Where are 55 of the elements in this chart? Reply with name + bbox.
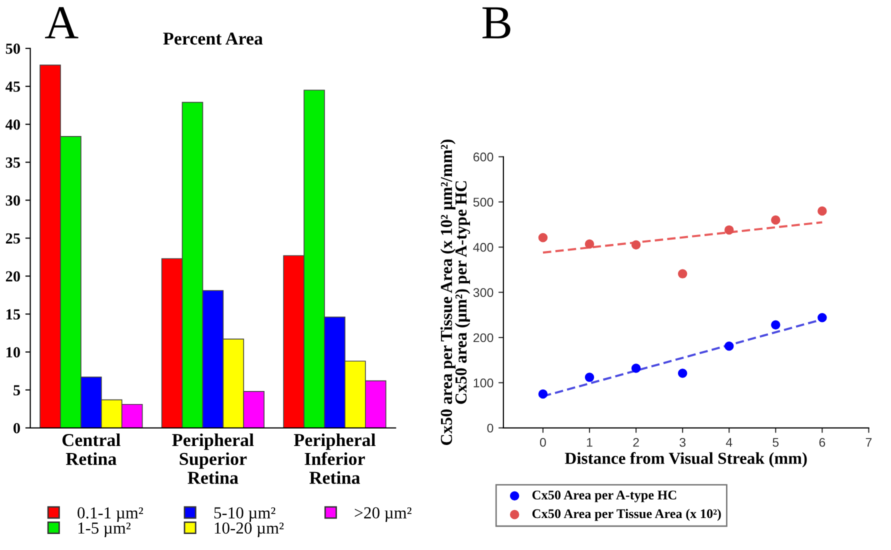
point bbox=[724, 225, 734, 235]
y-tick-label: 45 bbox=[6, 82, 20, 92]
point bbox=[678, 368, 688, 378]
x-tick-label: 7 bbox=[866, 438, 872, 447]
point bbox=[631, 240, 641, 250]
point bbox=[771, 215, 780, 225]
x-tick-label: 1 bbox=[586, 438, 592, 447]
y-axis-title: Cx50 area per Tissue Area (x 10² µm²/mm²) Cx50 area (µm²) per A-type HC bbox=[440, 140, 470, 445]
x-tick-label: Peripheral Inferior Retina bbox=[294, 433, 376, 484]
point bbox=[631, 364, 641, 373]
text: A bbox=[45, 7, 78, 38]
legend-label: 10-20 µm² bbox=[214, 522, 284, 538]
point bbox=[678, 269, 688, 278]
point bbox=[771, 320, 780, 330]
legend-label: >20 µm² bbox=[354, 507, 412, 522]
x-tick-label: 2 bbox=[633, 438, 639, 447]
y-tick-label: 50 bbox=[6, 44, 20, 54]
legend-label: 0.1-1 µm² bbox=[78, 507, 144, 522]
y-tick-label: 600 bbox=[473, 152, 494, 162]
point bbox=[538, 233, 548, 242]
y-tick-label: 30 bbox=[6, 195, 20, 206]
point bbox=[538, 389, 548, 399]
y-tick-label: 15 bbox=[6, 309, 20, 320]
y-tick-label: 25 bbox=[6, 233, 20, 244]
legend-label: 5-10 µm² bbox=[214, 507, 276, 522]
y-tick-label: 35 bbox=[6, 157, 20, 168]
legend-label: 1-5 µm² bbox=[78, 522, 131, 538]
y-tick-label: 200 bbox=[473, 333, 494, 342]
x-tick-label: Peripheral Superior Retina bbox=[172, 433, 254, 484]
y-tick-label: 100 bbox=[474, 378, 494, 388]
chart-title: Percent Area bbox=[163, 32, 263, 45]
x-tick-label: 0 bbox=[540, 438, 546, 447]
y-tick-label: 0 bbox=[14, 423, 20, 434]
x-tick-label: 4 bbox=[726, 438, 732, 447]
text: B bbox=[482, 7, 510, 38]
y-tick-label: 300 bbox=[473, 288, 494, 297]
point bbox=[724, 341, 734, 351]
point bbox=[584, 372, 594, 382]
point bbox=[584, 239, 594, 249]
y-tick-label: 400 bbox=[473, 242, 494, 252]
x-axis-title: Distance from Visual Streak (mm) bbox=[564, 452, 807, 468]
y-tick-label: 5 bbox=[14, 385, 20, 396]
x-tick-label: 6 bbox=[819, 438, 826, 447]
y-tick-label: 40 bbox=[6, 119, 20, 130]
legend-label: Cx50 Area per Tissue Area (x 10²) bbox=[532, 508, 721, 521]
y-tick-label: 500 bbox=[473, 198, 494, 207]
y-tick-label: 10 bbox=[6, 347, 20, 358]
x-tick-label: 5 bbox=[772, 438, 779, 447]
y-tick-label: 0 bbox=[487, 424, 494, 433]
y-tick-label: 20 bbox=[6, 271, 20, 282]
x-tick-label: Central Retina bbox=[62, 433, 120, 466]
x-tick-label: 3 bbox=[680, 438, 686, 447]
point bbox=[818, 312, 827, 322]
point bbox=[818, 206, 827, 216]
legend-label: Cx50 Area per A-type HC bbox=[532, 490, 676, 502]
